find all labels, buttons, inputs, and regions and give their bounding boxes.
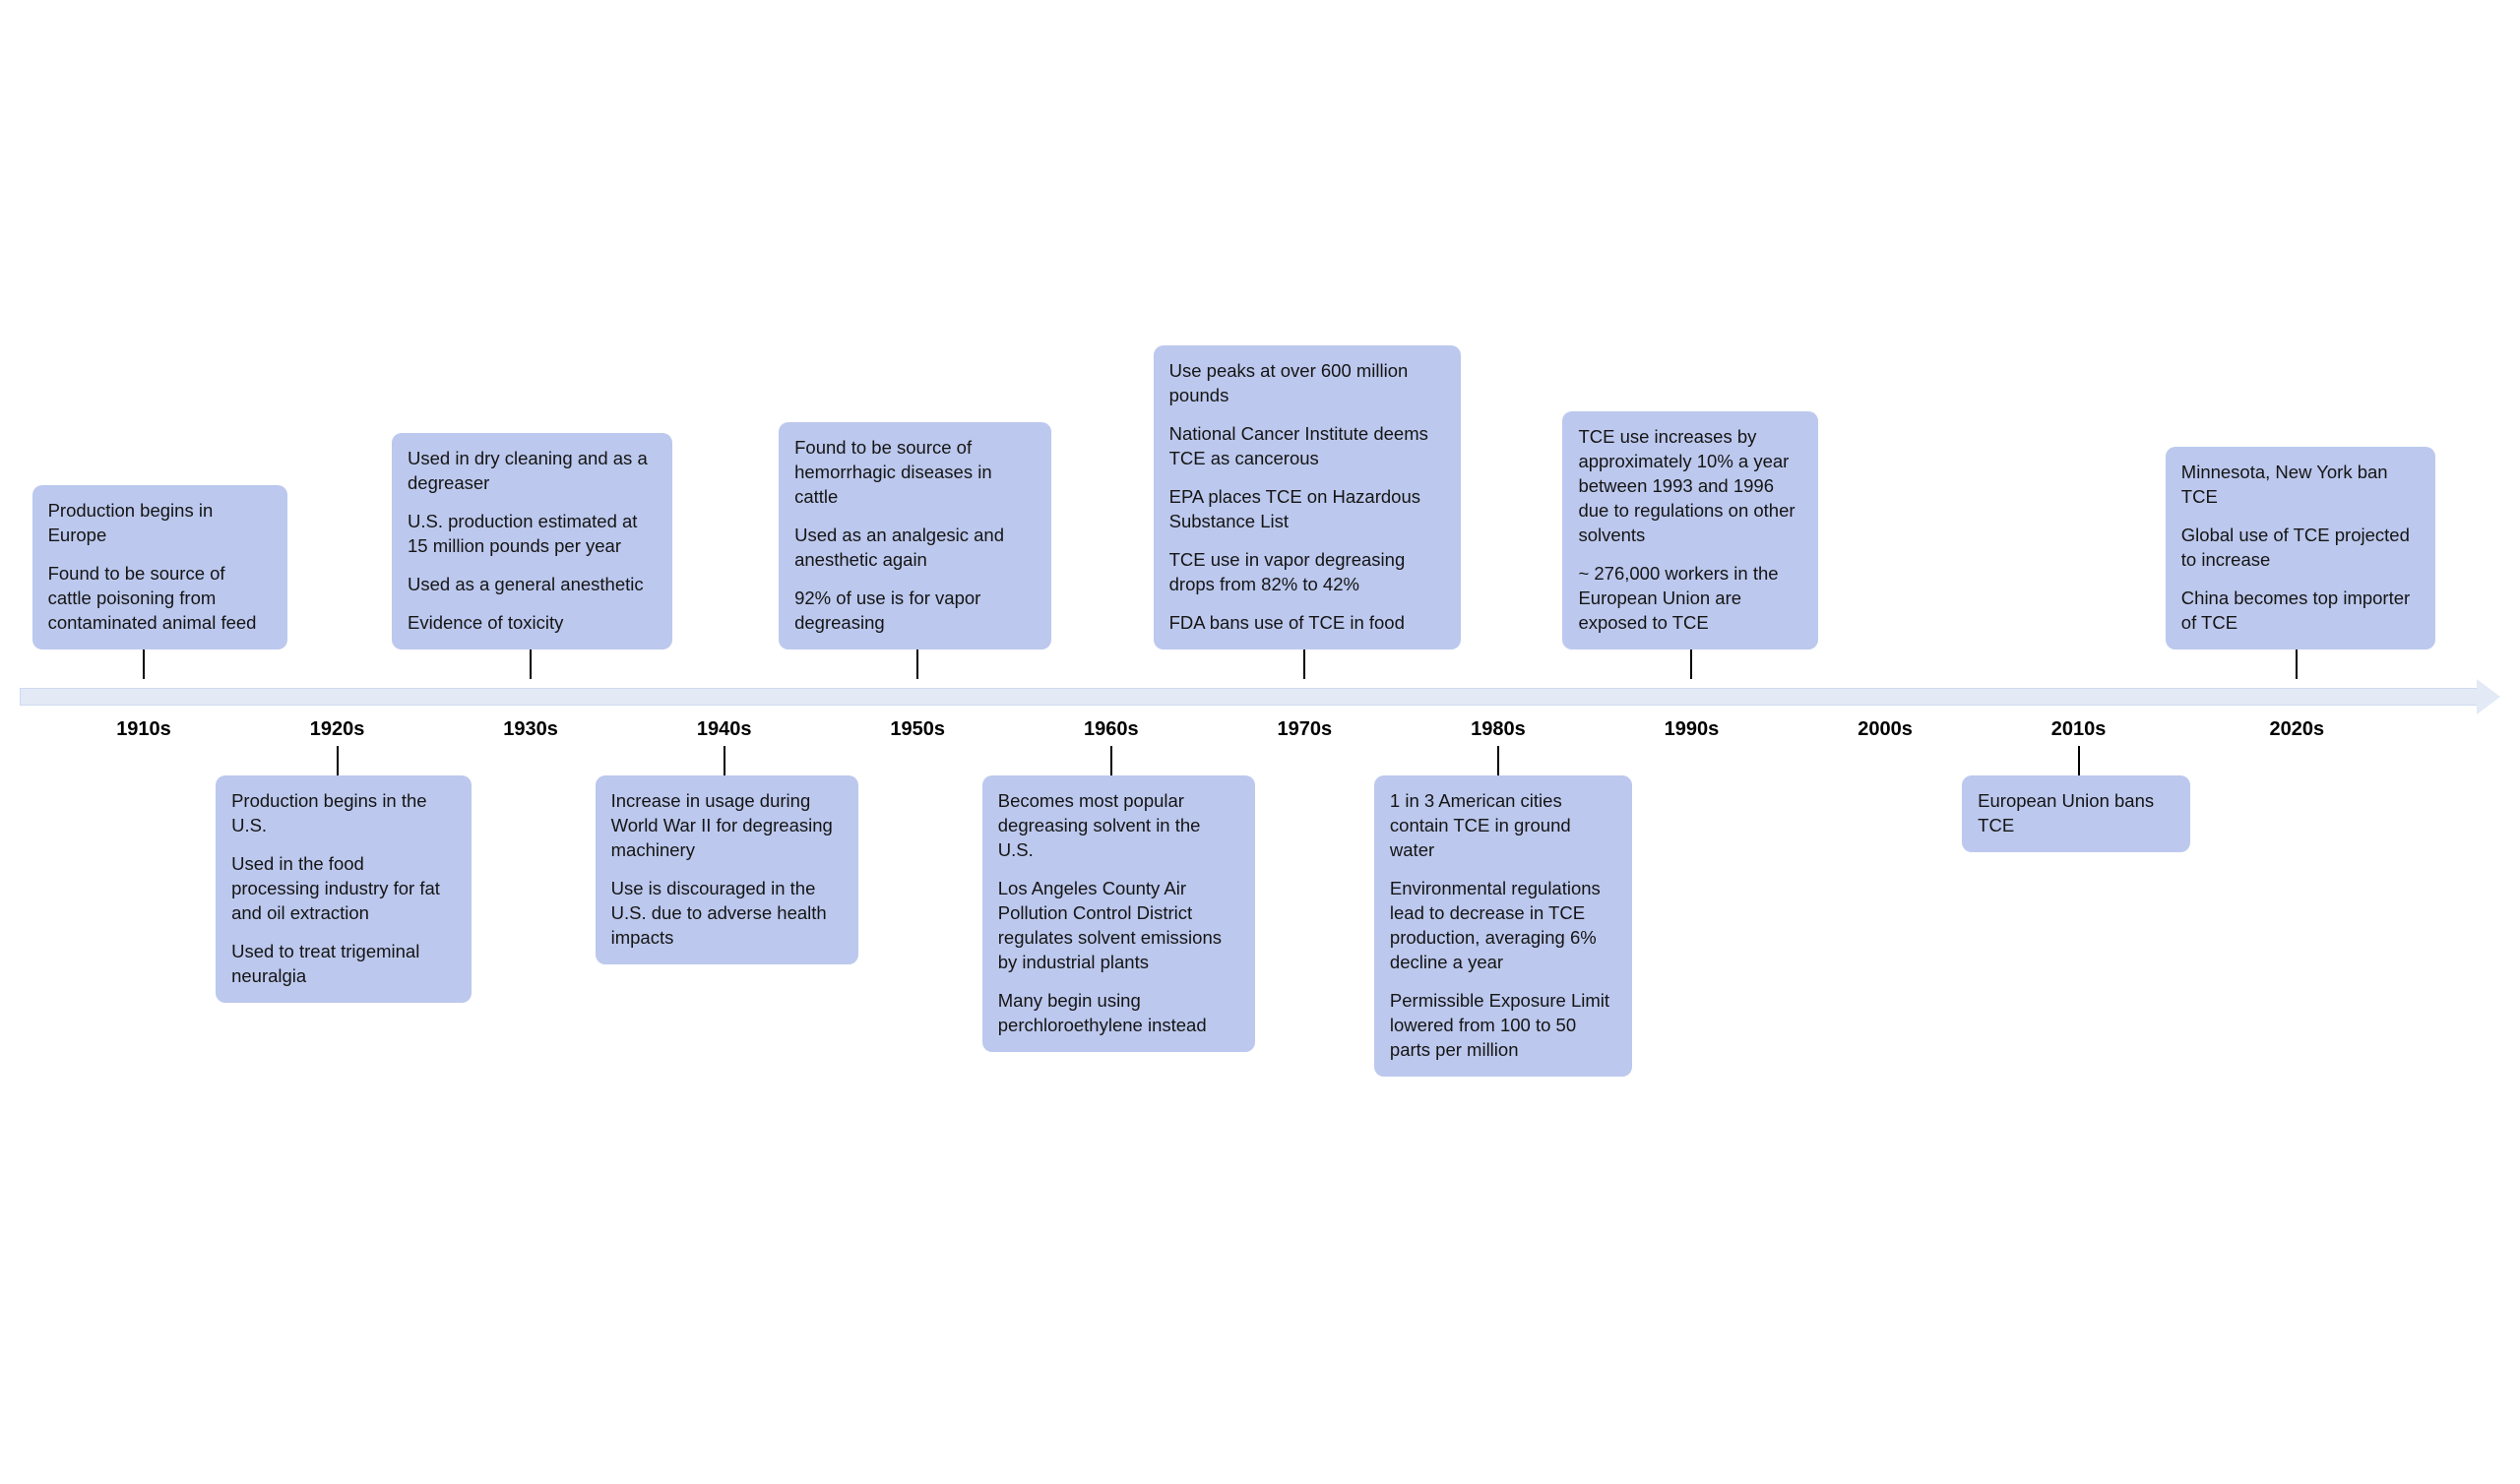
- decade-label: 1950s: [890, 718, 945, 741]
- decade-label: 2010s: [2051, 718, 2107, 741]
- timeline-connector: [1110, 746, 1112, 775]
- timeline-box: TCE use increases by approximately 10% a…: [1562, 411, 1818, 649]
- timeline-connector: [1690, 649, 1692, 679]
- timeline-connector: [1303, 649, 1305, 679]
- timeline-box-text: Found to be source of cattle poisoning f…: [48, 562, 273, 636]
- timeline-connector: [916, 649, 918, 679]
- timeline-box-text: Used to treat trigeminal neuralgia: [231, 940, 456, 989]
- timeline-top-boxes: Production begins in Europe Found to be s…: [20, 39, 2500, 649]
- timeline-box-text: Becomes most popular degreasing solvent …: [998, 789, 1239, 863]
- timeline-box-text: Use peaks at over 600 million pounds: [1169, 359, 1445, 408]
- decade-label: 2000s: [1858, 718, 1913, 741]
- timeline-bottom-connectors: [20, 746, 2500, 775]
- timeline-box-text: Many begin using perchloroethylene inste…: [998, 989, 1239, 1038]
- timeline-connector: [1497, 746, 1499, 775]
- decade-label: 1980s: [1471, 718, 1526, 741]
- timeline-axis: [20, 679, 2500, 714]
- timeline-box: Minnesota, New York ban TCE Global use of…: [2166, 447, 2436, 649]
- timeline-box-text: National Cancer Institute deems TCE as c…: [1169, 422, 1445, 471]
- timeline: Production begins in Europe Found to be s…: [20, 39, 2500, 1445]
- decade-label: 1990s: [1665, 718, 1720, 741]
- timeline-box-text: Used in the food processing industry for…: [231, 852, 456, 926]
- timeline-connector: [724, 746, 725, 775]
- timeline-box-text: Minnesota, New York ban TCE: [2181, 461, 2421, 510]
- timeline-top-connectors: [20, 649, 2500, 679]
- timeline-bottom-boxes: Production begins in the U.S. Used in the…: [20, 775, 2500, 1445]
- decade-label: 1930s: [503, 718, 558, 741]
- timeline-connector: [143, 649, 145, 679]
- timeline-box-text: Environmental regulations lead to decrea…: [1390, 877, 1616, 975]
- timeline-box-text: EPA places TCE on Hazardous Substance Li…: [1169, 485, 1445, 534]
- timeline-box: Used in dry cleaning and as a degreaser U…: [392, 433, 672, 649]
- arrow-right-icon: [2477, 679, 2500, 714]
- timeline-box-text: U.S. production estimated at 15 million …: [408, 510, 657, 559]
- timeline-connector: [2078, 746, 2080, 775]
- timeline-box: 1 in 3 American cities contain TCE in gr…: [1374, 775, 1632, 1077]
- timeline-axis-bar: [20, 688, 2479, 706]
- decade-label: 1940s: [697, 718, 752, 741]
- timeline-box: Production begins in the U.S. Used in the…: [216, 775, 472, 1003]
- timeline-box-text: Use is discouraged in the U.S. due to ad…: [611, 877, 843, 951]
- timeline-box: Use peaks at over 600 million pounds Nati…: [1154, 345, 1461, 649]
- timeline-box-text: Permissible Exposure Limit lowered from …: [1390, 989, 1616, 1063]
- timeline-decade-labels: 1910s 1920s 1930s 1940s 1950s 1960s 1970s 1980s…: [20, 718, 2500, 746]
- timeline-box: Becomes most popular degreasing solvent …: [982, 775, 1255, 1052]
- decade-label: 1960s: [1084, 718, 1139, 741]
- timeline-box: Increase in usage during World War II fo…: [596, 775, 858, 964]
- decade-label: 1910s: [116, 718, 171, 741]
- timeline-box-text: Production begins in the U.S.: [231, 789, 456, 838]
- timeline-box-text: Used in dry cleaning and as a degreaser: [408, 447, 657, 496]
- timeline-box-text: Increase in usage during World War II fo…: [611, 789, 843, 863]
- timeline-box-text: Los Angeles County Air Pollution Control…: [998, 877, 1239, 975]
- decade-label: 2020s: [2270, 718, 2325, 741]
- timeline-box-text: Evidence of toxicity: [408, 611, 657, 636]
- timeline-box-text: TCE use in vapor degreasing drops from 8…: [1169, 548, 1445, 597]
- timeline-box-text: 92% of use is for vapor degreasing: [794, 587, 1036, 636]
- timeline-box-text: TCE use increases by approximately 10% a…: [1578, 425, 1802, 548]
- timeline-box-text: Used as an analgesic and anesthetic agai…: [794, 524, 1036, 573]
- timeline-connector: [337, 746, 339, 775]
- timeline-box: European Union bans TCE: [1962, 775, 2190, 852]
- decade-label: 1970s: [1278, 718, 1333, 741]
- timeline-box-text: Found to be source of hemorrhagic diseas…: [794, 436, 1036, 510]
- timeline-connector: [2296, 649, 2298, 679]
- timeline-box-text: 1 in 3 American cities contain TCE in gr…: [1390, 789, 1616, 863]
- timeline-box-text: European Union bans TCE: [1978, 789, 2174, 838]
- timeline-box-text: FDA bans use of TCE in food: [1169, 611, 1445, 636]
- timeline-box-text: Global use of TCE projected to increase: [2181, 524, 2421, 573]
- timeline-box-text: Used as a general anesthetic: [408, 573, 657, 597]
- timeline-box-text: ~ 276,000 workers in the European Union …: [1578, 562, 1802, 636]
- timeline-box-text: China becomes top importer of TCE: [2181, 587, 2421, 636]
- timeline-box-text: Production begins in Europe: [48, 499, 273, 548]
- timeline-box: Production begins in Europe Found to be s…: [32, 485, 288, 649]
- decade-label: 1920s: [310, 718, 365, 741]
- timeline-box: Found to be source of hemorrhagic diseas…: [779, 422, 1051, 649]
- timeline-connector: [530, 649, 532, 679]
